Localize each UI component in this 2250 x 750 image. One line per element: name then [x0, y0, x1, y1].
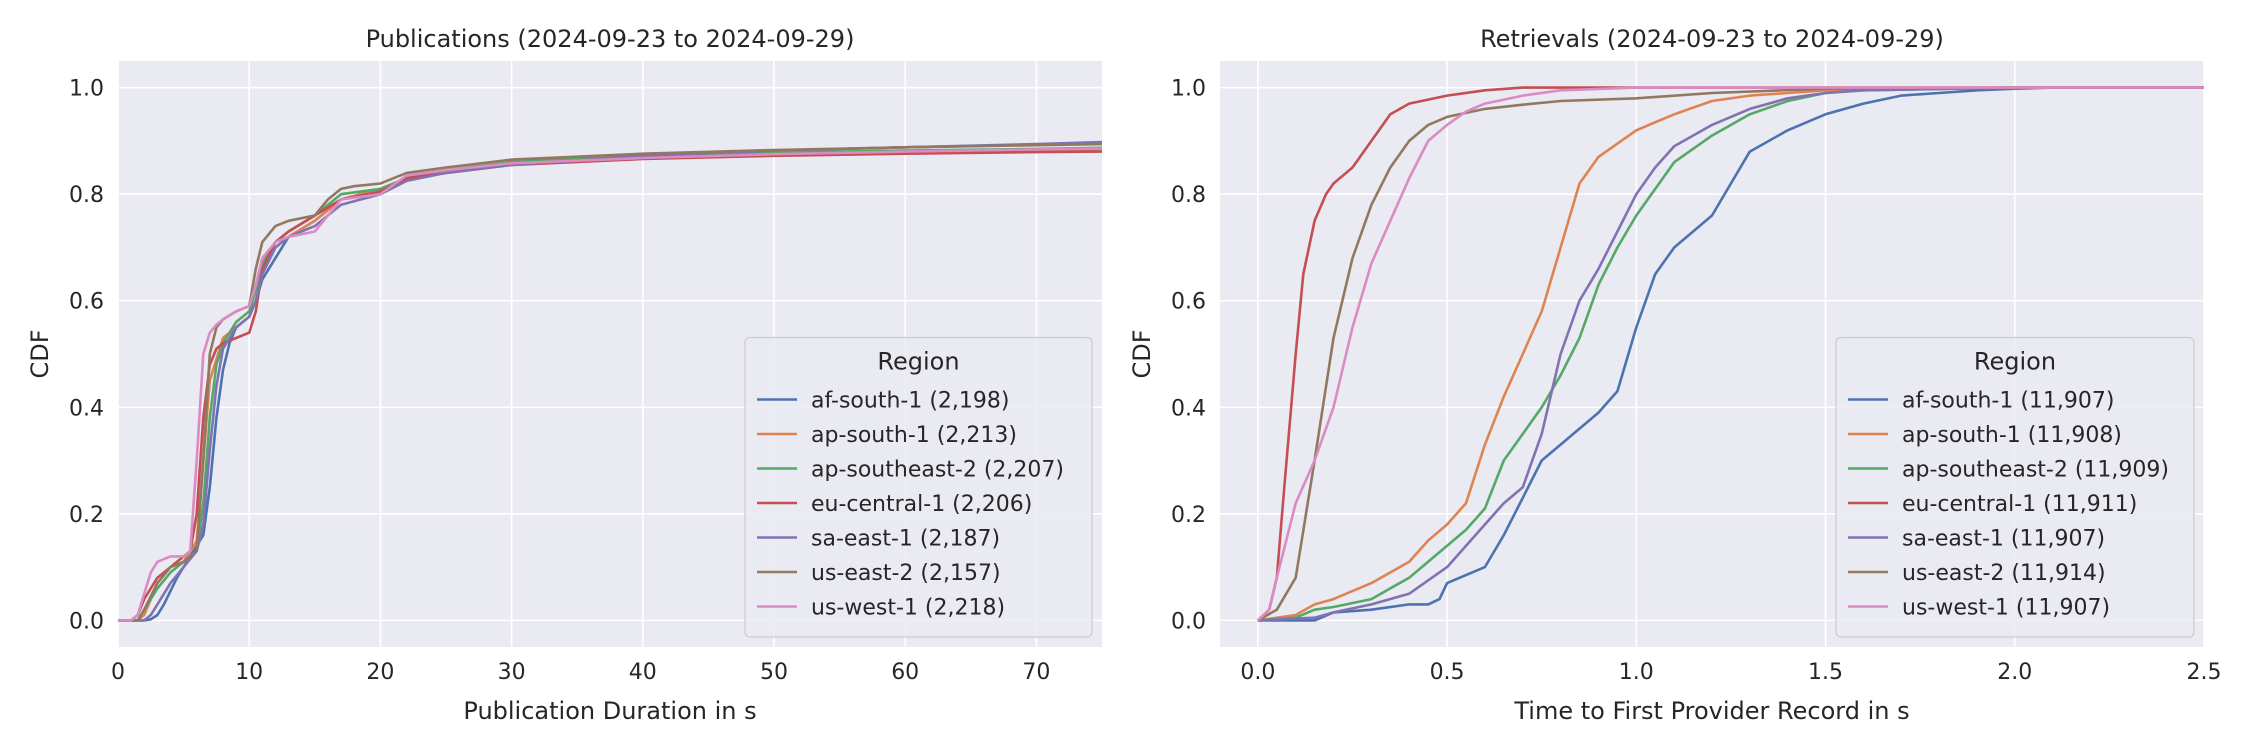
series-line-eu-central-1 [1256, 86, 2204, 622]
legend-entry: eu-central-1 (11,911) [1902, 492, 2137, 517]
legend-entry: ap-south-1 (2,213) [811, 423, 1017, 448]
x-tick-label: 60 [891, 660, 919, 685]
series-line-ap-south-1 [1257, 86, 2204, 622]
legend-entry: us-west-1 (2,218) [811, 596, 1005, 621]
y-tick-label: 0.8 [1171, 183, 1206, 208]
x-tick-label: 0.0 [1240, 660, 1275, 685]
y-tick-label: 0.4 [1171, 396, 1206, 421]
legend-entry: ap-southeast-2 (11,909) [1902, 458, 2169, 483]
chart-title: Retrievals (2024-09-23 to 2024-09-29) [1480, 25, 1944, 53]
y-axis-label: CDF [1128, 329, 1156, 378]
x-tick-label: 2.0 [1997, 660, 2032, 685]
x-tick-label: 50 [760, 660, 788, 685]
x-tick-label: 0.5 [1430, 660, 1465, 685]
x-tick-label: 30 [498, 660, 526, 685]
y-tick-label: 0.4 [69, 396, 104, 421]
y-tick-label: 1.0 [69, 77, 104, 102]
legend: Region af-south-1 (2,198) ap-south-1 (2,21… [744, 336, 1093, 638]
legend-entry: sa-east-1 (2,187) [811, 527, 1000, 552]
y-tick-label: 0.2 [69, 503, 104, 528]
x-tick-label: 10 [235, 660, 263, 685]
legend-entry: us-east-2 (11,914) [1902, 561, 2106, 586]
y-tick-label: 0.2 [1171, 503, 1206, 528]
legend: Region af-south-1 (11,907) ap-south-1 (11,… [1835, 336, 2195, 638]
legend-entry: ap-south-1 (11,908) [1902, 423, 2122, 448]
legend-entry: af-south-1 (2,198) [811, 389, 1009, 414]
series-line-us-east-2 [118, 142, 1102, 622]
series-line-af-south-1 [1257, 86, 2204, 622]
chart-title: Publications (2024-09-23 to 2024-09-29) [366, 25, 855, 53]
chart-publications: 0 10 20 30 40 50 60 70 0.0 0.2 0.4 0.6 0.8 1.0 Publica… [26, 25, 1102, 725]
x-tick-label: 0 [111, 660, 125, 685]
y-axis-label: CDF [26, 329, 54, 378]
legend-box [1835, 336, 2195, 638]
legend-entry: sa-east-1 (11,907) [1902, 527, 2105, 552]
series-line-us-west-1 [1256, 86, 2204, 622]
y-tick-label: 0.6 [69, 290, 104, 315]
y-tick-label: 0.8 [69, 183, 104, 208]
legend-entry: ap-southeast-2 (2,207) [811, 458, 1064, 483]
legend-entry: us-east-2 (2,157) [811, 561, 1001, 586]
legend-box [744, 336, 1093, 638]
y-tick-label: 0.0 [69, 609, 104, 634]
legend-title: Region [877, 348, 959, 376]
series-line-ap-southeast-2 [1257, 86, 2204, 622]
x-tick-label: 70 [1022, 660, 1050, 685]
legend-entry: eu-central-1 (2,206) [811, 492, 1032, 517]
series-group [118, 140, 1102, 622]
x-axis-label: Publication Duration in s [463, 697, 756, 725]
legend-title: Region [1974, 348, 2056, 376]
x-tick-label: 2.5 [2187, 660, 2222, 685]
x-tick-label: 1.0 [1619, 660, 1654, 685]
y-tick-label: 0.0 [1171, 609, 1206, 634]
x-tick-label: 1.5 [1808, 660, 1843, 685]
x-axis-label: Time to First Provider Record in s [1513, 697, 1909, 725]
legend-entry: af-south-1 (11,907) [1902, 389, 2114, 414]
series-line-us-west-1 [118, 147, 1102, 622]
x-tick-label: 40 [629, 660, 657, 685]
chart-retrievals: 0.0 0.5 1.0 1.5 2.0 2.5 0.0 0.2 0.4 0.6 0.8 1.0 Retr… [1128, 25, 2222, 725]
y-tick-label: 1.0 [1171, 77, 1206, 102]
series-line-sa-east-1 [1257, 86, 2204, 622]
y-tick-label: 0.6 [1171, 290, 1206, 315]
x-tick-label: 20 [366, 660, 394, 685]
legend-entry: us-west-1 (11,907) [1902, 596, 2110, 621]
series-group [1256, 86, 2204, 622]
